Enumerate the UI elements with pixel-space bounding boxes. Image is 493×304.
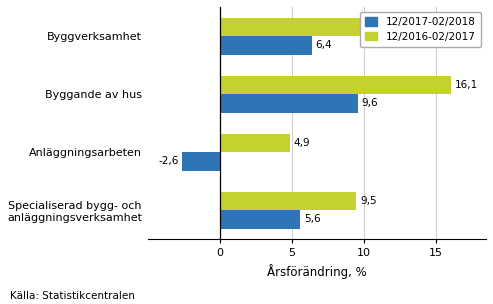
Bar [219,133,290,152]
Bar [219,75,452,94]
Text: 11,8: 11,8 [393,22,417,32]
Bar [219,36,312,55]
Text: 9,6: 9,6 [361,98,378,109]
Bar [219,94,358,113]
Bar [182,152,219,171]
Text: 4,9: 4,9 [294,138,311,148]
Text: 9,5: 9,5 [360,196,377,206]
Text: 16,1: 16,1 [455,80,478,90]
Text: Källa: Statistikcentralen: Källa: Statistikcentralen [10,291,135,301]
Legend: 12/2017-02/2018, 12/2016-02/2017: 12/2017-02/2018, 12/2016-02/2017 [360,12,481,47]
Text: -2,6: -2,6 [158,156,178,166]
X-axis label: Årsförändring, %: Årsförändring, % [267,264,367,279]
Bar [219,18,389,36]
Bar [219,192,356,210]
Text: 5,6: 5,6 [304,214,320,224]
Text: 6,4: 6,4 [316,40,332,50]
Bar [219,210,300,229]
